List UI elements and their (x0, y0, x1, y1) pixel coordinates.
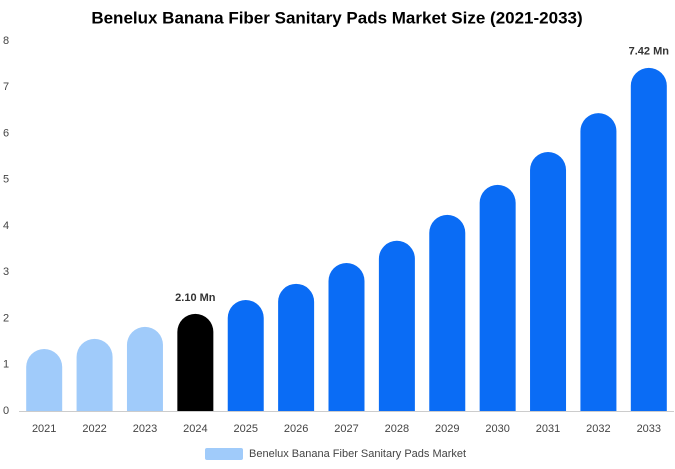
x-tick-label: 2028 (385, 423, 409, 435)
x-tick-label: 2024 (183, 423, 207, 435)
x-tick-label: 2033 (637, 423, 661, 435)
x-tick-label: 2030 (485, 423, 509, 435)
x-tick-label: 2027 (334, 423, 358, 435)
x-tick-label: 2031 (536, 423, 560, 435)
bar (76, 338, 113, 411)
x-tick-label: 2026 (284, 423, 308, 435)
bar (126, 326, 163, 411)
bar (530, 152, 567, 411)
legend: Benelux Banana Fiber Sanitary Pads Marke… (205, 448, 466, 460)
bar (378, 240, 415, 411)
y-tick-label: 0 (3, 405, 9, 417)
y-tick-label: 1 (3, 359, 9, 371)
y-tick-label: 7 (3, 81, 9, 93)
bar (479, 184, 516, 411)
y-tick-label: 2 (3, 312, 9, 324)
x-tick-label: 2022 (82, 423, 106, 435)
x-tick-label: 2032 (586, 423, 610, 435)
x-tick-label: 2025 (233, 423, 257, 435)
value-label: 7.42 Mn (629, 46, 670, 58)
y-tick-label: 8 (3, 35, 9, 47)
y-tick-label: 5 (3, 174, 9, 186)
bar (227, 300, 264, 411)
bar (278, 283, 315, 411)
x-tick-label: 2023 (133, 423, 157, 435)
y-tick-label: 3 (3, 266, 9, 278)
x-tick-label: 2021 (32, 423, 56, 435)
legend-label: Benelux Banana Fiber Sanitary Pads Marke… (249, 448, 466, 460)
bar (177, 313, 214, 411)
y-tick-label: 4 (3, 220, 9, 232)
x-tick-label: 2029 (435, 423, 459, 435)
bar (580, 113, 617, 411)
value-label: 2.10 Mn (175, 292, 216, 304)
bar (429, 214, 466, 411)
chart-title: Benelux Banana Fiber Sanitary Pads Marke… (91, 8, 582, 27)
bar (328, 263, 365, 411)
y-tick-label: 6 (3, 127, 9, 139)
legend-swatch (205, 448, 243, 460)
bar (630, 67, 667, 411)
bar (26, 349, 63, 411)
